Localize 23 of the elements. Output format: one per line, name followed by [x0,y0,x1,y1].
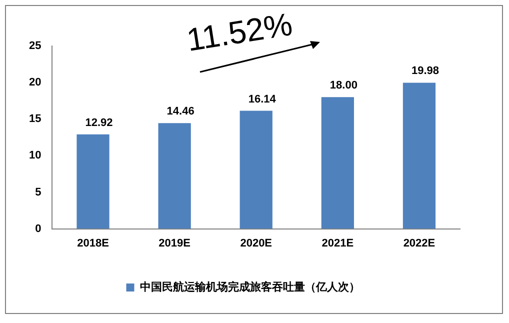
x-tick-label: 2020E [240,237,272,250]
text: 19.98 [411,65,439,78]
x-tick-label: 2021E [322,237,354,250]
annotation: 11.52% [184,6,295,59]
y-tick-label: 25 [28,40,42,52]
y-tick-label: 15 [28,113,42,126]
x-tick-label: 2018E [77,237,109,250]
legend-label: 中国民航运输机场完成旅客吞吐量（亿人次） [140,280,360,294]
text: 16.14 [248,93,276,106]
x-tick-label: 2022E [403,237,436,250]
y-tick-label: 0 [35,222,42,235]
text: 18.00 [330,80,358,92]
bar [402,82,436,229]
y-tick-label: 20 [28,76,42,89]
bar [321,97,354,229]
bar [158,123,191,229]
text: 14.46 [166,106,194,118]
text: 12.92 [85,116,113,129]
bar [76,134,110,229]
bar [240,110,272,229]
x-tick-label: 2019E [158,237,190,250]
y-tick-label: 10 [28,150,42,162]
y-tick-label: 5 [35,186,42,198]
